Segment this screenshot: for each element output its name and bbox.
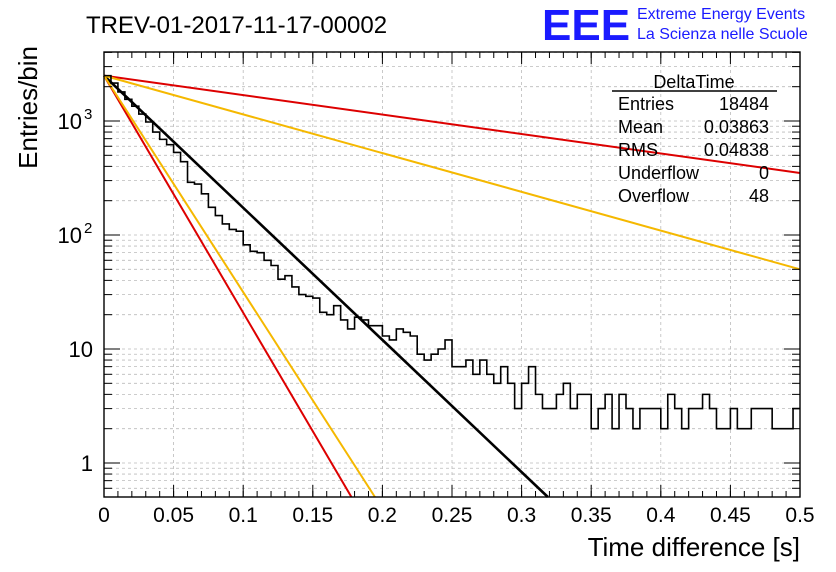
y-tick-label: 10 [69, 337, 93, 362]
y-tick-exponent: 2 [84, 220, 92, 237]
logo-line-1: Extreme Energy Events [637, 6, 805, 23]
y-tick-label: 10 [58, 223, 82, 248]
grid [104, 51, 800, 497]
x-tick-label: 0.4 [646, 504, 676, 527]
y-axis-label: Entries/bin [13, 46, 43, 169]
stats-label: Underflow [618, 163, 700, 183]
stats-value: 0.04838 [704, 140, 769, 160]
stats-value: 0 [759, 163, 769, 183]
stats-label: RMS [618, 140, 658, 160]
histogram-outline [104, 74, 800, 430]
axis-ticks: 0 0.05 0.1 0.15 0.2 0.25 0.3 0.35 0.4 0.45 0.5 1 10 1… [58, 51, 815, 527]
x-tick-label: 0.3 [507, 504, 536, 527]
stats-value: 18484 [719, 94, 769, 114]
fit-lines [103, 74, 801, 498]
histogram [104, 74, 800, 430]
stats-label: Overflow [618, 186, 690, 206]
stats-title: DeltaTime [653, 72, 734, 92]
x-tick-label: 0.05 [153, 504, 194, 527]
x-tick-label: 0.35 [571, 504, 612, 527]
logo: EEE Extreme Energy Events La Scienza nel… [542, 1, 808, 50]
stats-value: 0.03863 [704, 117, 769, 137]
logo-mark: EEE [542, 1, 630, 50]
fit-line [103, 74, 801, 174]
x-axis-label: Time difference [s] [588, 532, 800, 562]
logo-line-2: La Scienza nelle Scuole [637, 26, 808, 43]
x-tick-label: 0.5 [785, 504, 814, 527]
stats-label: Mean [618, 117, 663, 137]
x-tick-label: 0 [98, 504, 110, 527]
x-tick-label: 0.45 [710, 504, 751, 527]
stats-label: Entries [618, 94, 674, 114]
stats-box: DeltaTime Entries 18484 Mean 0.03863 RMS… [612, 72, 777, 206]
chart-title: TREV-01-2017-11-17-00002 [86, 12, 387, 39]
y-tick-exponent: 3 [84, 106, 92, 123]
x-tick-label: 0.2 [368, 504, 397, 527]
fit-line [103, 75, 376, 498]
y-tick-label: 10 [58, 109, 82, 134]
fit-line [103, 74, 549, 498]
x-tick-label: 0.1 [229, 504, 258, 527]
stats-value: 48 [749, 186, 769, 206]
fit-line [103, 74, 801, 271]
fit-line [103, 75, 353, 498]
x-tick-label: 0.25 [432, 504, 473, 527]
y-tick-label: 1 [81, 451, 93, 476]
x-tick-label: 0.15 [292, 504, 333, 527]
